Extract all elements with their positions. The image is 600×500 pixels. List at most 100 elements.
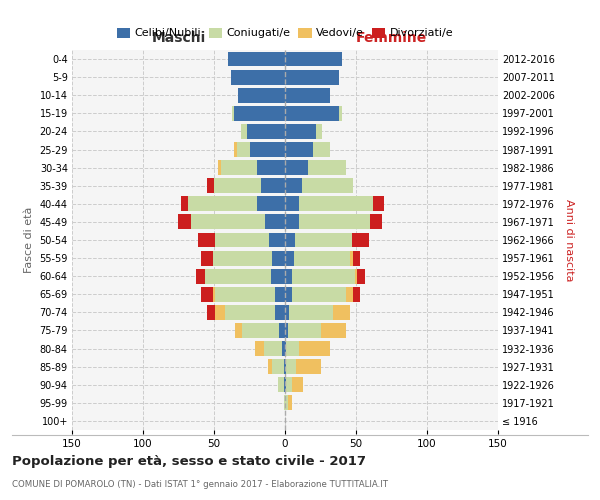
Bar — [285, 232, 295, 248]
Bar — [205, 269, 271, 283]
Bar — [333, 305, 350, 320]
Bar — [284, 359, 285, 374]
Bar — [302, 178, 353, 193]
Bar — [285, 287, 292, 302]
Bar — [188, 196, 257, 211]
Bar — [268, 359, 272, 374]
Bar — [285, 88, 331, 102]
Bar — [237, 142, 250, 157]
Bar — [235, 323, 242, 338]
Bar — [299, 214, 370, 230]
Bar — [352, 232, 369, 248]
Bar — [215, 287, 275, 302]
Bar — [181, 196, 188, 211]
Bar — [257, 160, 285, 175]
Bar — [286, 341, 299, 356]
Bar — [238, 88, 285, 102]
Bar — [218, 160, 221, 175]
Bar — [201, 250, 212, 266]
Text: Femmine: Femmine — [356, 30, 427, 44]
Bar — [191, 214, 265, 230]
Bar — [346, 287, 353, 302]
Bar — [370, 214, 382, 230]
Legend: Celibi/Nubili, Coniugati/e, Vedovi/e, Divorziati/e: Celibi/Nubili, Coniugati/e, Vedovi/e, Di… — [115, 26, 455, 40]
Bar — [285, 378, 286, 392]
Bar — [285, 52, 342, 66]
Bar — [280, 323, 285, 338]
Bar — [215, 305, 226, 320]
Bar — [271, 269, 285, 283]
Bar — [292, 287, 346, 302]
Bar — [226, 305, 275, 320]
Bar — [250, 142, 285, 157]
Y-axis label: Fasce di età: Fasce di età — [24, 207, 34, 273]
Bar — [313, 142, 331, 157]
Bar — [288, 396, 292, 410]
Bar — [275, 287, 285, 302]
Bar — [275, 305, 285, 320]
Bar — [199, 232, 215, 248]
Bar — [234, 142, 237, 157]
Bar — [285, 305, 289, 320]
Bar — [286, 378, 292, 392]
Bar — [292, 378, 304, 392]
Y-axis label: Anni di nascita: Anni di nascita — [565, 198, 574, 281]
Bar — [261, 178, 285, 193]
Bar — [212, 250, 272, 266]
Bar — [308, 160, 346, 175]
Bar — [231, 70, 285, 84]
Bar — [296, 359, 320, 374]
Bar — [285, 323, 288, 338]
Bar — [241, 124, 247, 139]
Bar — [232, 106, 234, 121]
Bar — [242, 323, 280, 338]
Bar — [265, 214, 285, 230]
Bar — [255, 341, 264, 356]
Bar — [207, 178, 214, 193]
Bar — [373, 196, 385, 211]
Bar — [285, 269, 292, 283]
Bar — [278, 378, 284, 392]
Bar — [288, 323, 320, 338]
Bar — [272, 250, 285, 266]
Bar — [285, 106, 339, 121]
Bar — [257, 196, 285, 211]
Bar — [179, 214, 191, 230]
Bar — [196, 269, 205, 283]
Bar — [269, 232, 285, 248]
Bar — [264, 341, 282, 356]
Bar — [285, 160, 308, 175]
Bar — [212, 287, 215, 302]
Bar — [350, 250, 353, 266]
Bar — [285, 396, 288, 410]
Text: Maschi: Maschi — [151, 30, 206, 44]
Bar — [299, 196, 373, 211]
Bar — [215, 232, 269, 248]
Bar — [285, 359, 286, 374]
Bar — [285, 196, 299, 211]
Bar — [282, 341, 285, 356]
Bar — [320, 323, 346, 338]
Bar — [299, 341, 331, 356]
Text: Popolazione per età, sesso e stato civile - 2017: Popolazione per età, sesso e stato civil… — [12, 455, 366, 468]
Bar — [285, 250, 293, 266]
Bar — [358, 269, 365, 283]
Bar — [221, 160, 257, 175]
Bar — [247, 124, 285, 139]
Bar — [295, 232, 352, 248]
Bar — [284, 378, 285, 392]
Bar — [353, 250, 360, 266]
Bar — [201, 287, 212, 302]
Bar — [272, 359, 284, 374]
Bar — [339, 106, 342, 121]
Bar — [355, 269, 358, 283]
Bar — [353, 287, 360, 302]
Bar — [285, 124, 316, 139]
Bar — [228, 52, 285, 66]
Bar — [285, 142, 313, 157]
Bar — [207, 305, 215, 320]
Bar — [286, 359, 296, 374]
Bar — [214, 178, 261, 193]
Bar — [285, 70, 339, 84]
Bar — [292, 269, 355, 283]
